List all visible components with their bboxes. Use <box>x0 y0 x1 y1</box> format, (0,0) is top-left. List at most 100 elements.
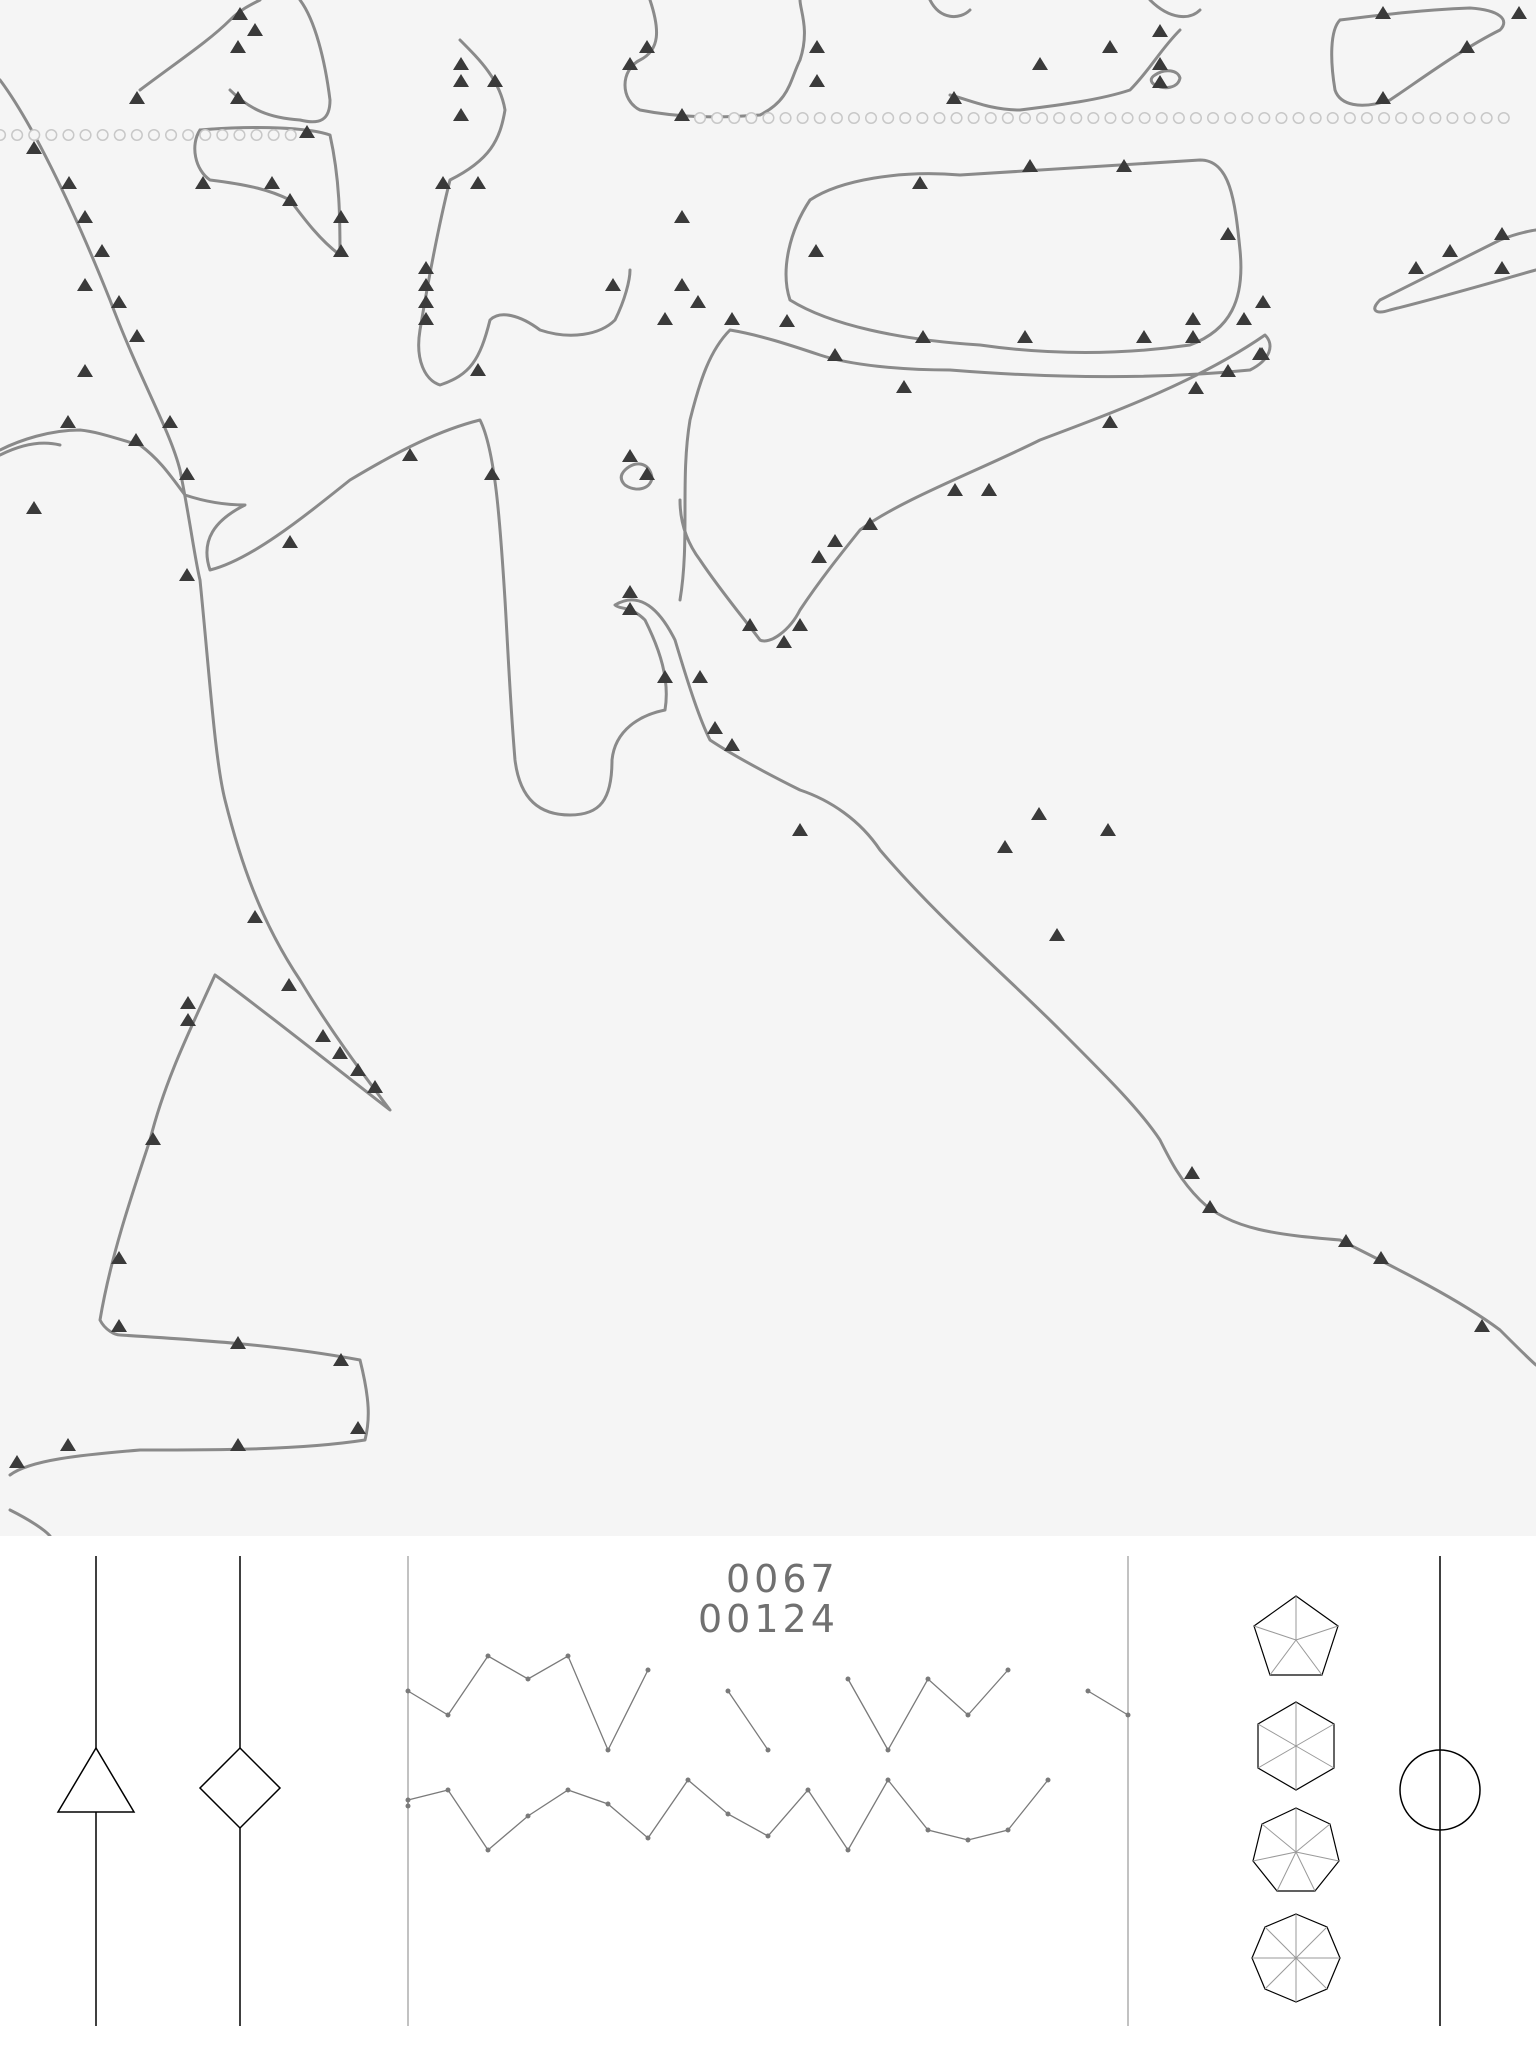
unit-marker-triangle[interactable] <box>1202 1200 1218 1213</box>
unit-marker-triangle[interactable] <box>333 210 349 223</box>
heptagon-selector[interactable] <box>1252 1807 1340 1892</box>
unit-marker-triangle[interactable] <box>724 738 740 751</box>
unit-marker-triangle[interactable] <box>1220 364 1236 377</box>
unit-marker-triangle[interactable] <box>862 517 878 530</box>
unit-marker-triangle[interactable] <box>896 380 912 393</box>
unit-marker-triangle[interactable] <box>1236 312 1252 325</box>
unit-marker-triangle[interactable] <box>129 329 145 342</box>
unit-marker-triangle[interactable] <box>1494 261 1510 274</box>
unit-marker-triangle[interactable] <box>111 295 127 308</box>
unit-marker-triangle[interactable] <box>912 176 928 189</box>
unit-marker-triangle[interactable] <box>77 364 93 377</box>
unit-marker-triangle[interactable] <box>1031 807 1047 820</box>
unit-marker-triangle[interactable] <box>179 568 195 581</box>
unit-marker-triangle[interactable] <box>811 550 827 563</box>
unit-marker-triangle[interactable] <box>1338 1234 1354 1247</box>
unit-marker-triangle[interactable] <box>145 1132 161 1145</box>
unit-marker-triangle[interactable] <box>487 74 503 87</box>
unit-marker-triangle[interactable] <box>315 1029 331 1042</box>
unit-marker-triangle[interactable] <box>247 910 263 923</box>
unit-marker-triangle[interactable] <box>1408 261 1424 274</box>
unit-marker-triangle[interactable] <box>1152 24 1168 37</box>
map-canvas[interactable] <box>0 0 1536 1536</box>
unit-marker-triangle[interactable] <box>1188 381 1204 394</box>
unit-marker-triangle[interactable] <box>26 501 42 514</box>
unit-marker-triangle[interactable] <box>77 278 93 291</box>
unit-marker-triangle[interactable] <box>622 57 638 70</box>
unit-marker-triangle[interactable] <box>195 176 211 189</box>
unit-marker-triangle[interactable] <box>1375 6 1391 19</box>
unit-marker-triangle[interactable] <box>470 363 486 376</box>
unit-marker-triangle[interactable] <box>60 1438 76 1451</box>
unit-marker-triangle[interactable] <box>111 1319 127 1332</box>
unit-marker-triangle[interactable] <box>690 295 706 308</box>
unit-marker-triangle[interactable] <box>453 74 469 87</box>
unit-marker-triangle[interactable] <box>639 40 655 53</box>
unit-marker-triangle[interactable] <box>947 483 963 496</box>
unit-marker-triangle[interactable] <box>792 823 808 836</box>
unit-marker-triangle[interactable] <box>1375 91 1391 104</box>
unit-marker-triangle[interactable] <box>230 1438 246 1451</box>
unit-marker-triangle[interactable] <box>60 415 76 428</box>
unit-marker-triangle[interactable] <box>180 1013 196 1026</box>
unit-marker-triangle[interactable] <box>453 57 469 70</box>
unit-marker-triangle[interactable] <box>674 278 690 291</box>
unit-marker-triangle[interactable] <box>264 176 280 189</box>
unit-marker-triangle[interactable] <box>418 312 434 325</box>
unit-marker-triangle[interactable] <box>622 449 638 462</box>
unit-marker-triangle[interactable] <box>674 108 690 121</box>
pentagon-selector[interactable] <box>1253 1595 1339 1676</box>
unit-marker-triangle[interactable] <box>367 1080 383 1093</box>
unit-marker-triangle[interactable] <box>470 176 486 189</box>
unit-marker-triangle[interactable] <box>981 483 997 496</box>
unit-marker-triangle[interactable] <box>622 602 638 615</box>
unit-marker-triangle[interactable] <box>827 348 843 361</box>
unit-marker-triangle[interactable] <box>282 535 298 548</box>
unit-marker-triangle[interactable] <box>418 261 434 274</box>
unit-marker-triangle[interactable] <box>742 618 758 631</box>
unit-marker-triangle[interactable] <box>1185 312 1201 325</box>
unit-marker-triangle[interactable] <box>350 1063 366 1076</box>
unit-marker-triangle[interactable] <box>1152 75 1168 88</box>
unit-marker-triangle[interactable] <box>61 176 77 189</box>
unit-marker-triangle[interactable] <box>622 585 638 598</box>
unit-marker-triangle[interactable] <box>1100 823 1116 836</box>
unit-marker-triangle[interactable] <box>453 108 469 121</box>
unit-marker-triangle[interactable] <box>232 7 248 20</box>
unit-marker-triangle[interactable] <box>946 91 962 104</box>
unit-marker-triangle[interactable] <box>776 635 792 648</box>
unit-marker-triangle[interactable] <box>1255 295 1271 308</box>
octagon-selector[interactable] <box>1251 1913 1341 2003</box>
unit-marker-triangle[interactable] <box>1442 244 1458 257</box>
unit-marker-triangle[interactable] <box>418 278 434 291</box>
unit-marker-triangle[interactable] <box>1116 159 1132 172</box>
unit-marker-triangle[interactable] <box>915 330 931 343</box>
unit-marker-triangle[interactable] <box>484 467 500 480</box>
unit-marker-triangle[interactable] <box>162 415 178 428</box>
unit-marker-triangle[interactable] <box>350 1421 366 1434</box>
unit-marker-triangle[interactable] <box>724 312 740 325</box>
unit-marker-triangle[interactable] <box>1511 6 1527 19</box>
unit-marker-triangle[interactable] <box>1022 159 1038 172</box>
unit-marker-triangle[interactable] <box>299 125 315 138</box>
unit-marker-triangle[interactable] <box>247 23 263 36</box>
map-viewport[interactable] <box>0 0 1536 1536</box>
unit-marker-triangle[interactable] <box>1494 227 1510 240</box>
unit-marker-triangle[interactable] <box>1017 330 1033 343</box>
unit-marker-triangle[interactable] <box>1032 57 1048 70</box>
unit-marker-triangle[interactable] <box>94 244 110 257</box>
unit-marker-triangle[interactable] <box>435 176 451 189</box>
unit-marker-triangle[interactable] <box>827 534 843 547</box>
unit-marker-triangle[interactable] <box>692 670 708 683</box>
triangle-slider-handle[interactable] <box>56 1746 136 1813</box>
unit-marker-triangle[interactable] <box>333 1353 349 1366</box>
unit-marker-triangle[interactable] <box>1152 57 1168 70</box>
unit-marker-triangle[interactable] <box>674 210 690 223</box>
diamond-slider-handle[interactable] <box>198 1746 282 1830</box>
unit-marker-triangle[interactable] <box>809 74 825 87</box>
unit-marker-triangle[interactable] <box>779 314 795 327</box>
unit-marker-triangle[interactable] <box>230 1336 246 1349</box>
unit-marker-triangle[interactable] <box>402 448 418 461</box>
unit-marker-triangle[interactable] <box>657 312 673 325</box>
unit-marker-triangle[interactable] <box>1102 40 1118 53</box>
